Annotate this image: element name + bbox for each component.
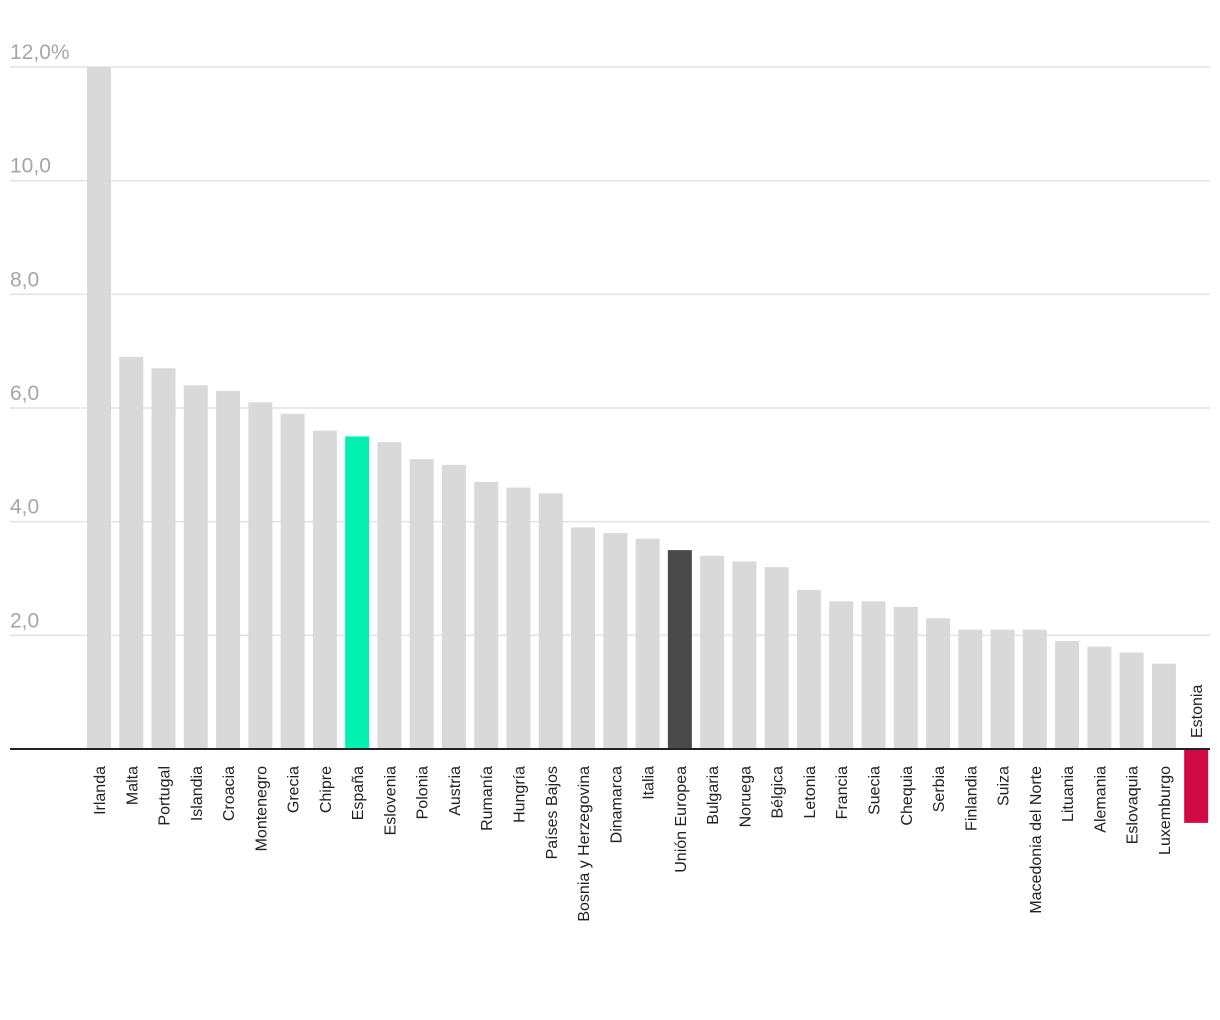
y-tick-label-6: 6,0 xyxy=(10,382,39,405)
category-label-montenegro: Montenegro xyxy=(253,766,270,851)
y-tick-label-4: 4,0 xyxy=(10,496,39,519)
category-label-irlanda: Irlanda xyxy=(92,766,109,815)
category-label-bulgaria: Bulgaria xyxy=(705,766,722,825)
category-label-austria: Austria xyxy=(447,766,464,816)
bar-noruega xyxy=(732,561,757,749)
bar-chequia xyxy=(893,606,918,749)
bar-finlandia xyxy=(958,629,983,749)
category-label-portugal: Portugal xyxy=(157,766,174,826)
category-label-hungria: Hungría xyxy=(512,766,529,823)
bar-portugal xyxy=(151,368,176,749)
bar-islandia xyxy=(183,385,208,749)
y-tick-label-10: 10,0 xyxy=(10,155,51,178)
category-label-luxemburgo: Luxemburgo xyxy=(1157,766,1174,855)
category-label-espana: España xyxy=(350,766,367,820)
bar-estonia xyxy=(1184,749,1209,823)
category-label-belgica: Bélgica xyxy=(770,766,787,819)
bar-bulgaria xyxy=(700,555,725,749)
bar-alemania xyxy=(1087,646,1112,749)
bar-malta xyxy=(119,356,144,749)
bars xyxy=(87,67,1209,823)
category-label-paises-bajos: Países Bajos xyxy=(544,766,561,859)
bar-suiza xyxy=(990,629,1015,749)
bar-eslovenia xyxy=(377,442,402,749)
bar-chipre xyxy=(312,430,337,749)
category-label-estonia: Estonia xyxy=(1189,685,1206,738)
category-label-noruega: Noruega xyxy=(737,766,754,827)
category-label-croacia: Croacia xyxy=(221,766,238,821)
category-label-dinamarca: Dinamarca xyxy=(608,766,625,843)
y-tick-label-8: 8,0 xyxy=(10,268,39,291)
bar-luxemburgo xyxy=(1151,663,1176,749)
bar-eslovaquia xyxy=(1119,652,1144,749)
bar-lituania xyxy=(1055,641,1080,749)
category-label-alemania: Alemania xyxy=(1092,766,1109,833)
category-label-finlandia: Finlandia xyxy=(963,766,980,831)
category-label-suecia: Suecia xyxy=(866,766,883,815)
y-axis-tick-labels: 12,0% 10,0 8,0 6,0 4,0 2,0 xyxy=(10,41,70,632)
category-label-islandia: Islandia xyxy=(189,766,206,821)
bar-hungria xyxy=(506,487,531,749)
category-label-letonia: Letonia xyxy=(802,766,819,819)
category-label-italia: Italia xyxy=(641,766,658,800)
category-labels: Irlanda Malta Portugal Islandia Croacia Monte… xyxy=(92,685,1206,922)
bar-francia xyxy=(829,601,854,749)
category-label-francia: Francia xyxy=(834,766,851,819)
bar-letonia xyxy=(796,589,821,749)
category-label-bosnia-y-herzegovina: Bosnia y Herzegovina xyxy=(576,766,593,922)
bar-bosnia-y-herzegovina xyxy=(571,527,596,749)
category-label-chipre: Chipre xyxy=(318,766,335,813)
category-label-eslovenia: Eslovenia xyxy=(382,766,399,835)
bar-montenegro xyxy=(248,402,273,749)
bar-macedonia-del-norte xyxy=(1022,629,1047,749)
category-label-chequia: Chequia xyxy=(899,766,916,826)
bar-austria xyxy=(441,464,466,749)
bar-belgica xyxy=(764,567,789,749)
category-label-grecia: Grecia xyxy=(286,766,303,813)
category-label-polonia: Polonia xyxy=(415,766,432,819)
bar-dinamarca xyxy=(603,533,628,749)
category-label-suiza: Suiza xyxy=(996,766,1013,806)
bar-union-europea xyxy=(667,550,692,749)
category-label-union-europea: Unión Europea xyxy=(673,766,690,873)
bar-italia xyxy=(635,538,660,749)
bar-croacia xyxy=(216,390,241,749)
category-label-malta: Malta xyxy=(124,766,141,805)
category-label-macedonia-del-norte: Macedonia del Norte xyxy=(1028,766,1045,914)
category-label-rumania: Rumanía xyxy=(479,766,496,831)
bar-polonia xyxy=(409,459,434,749)
y-tick-label-12: 12,0% xyxy=(10,41,70,64)
bar-suecia xyxy=(861,601,886,749)
category-label-eslovaquia: Eslovaquia xyxy=(1125,766,1142,844)
y-tick-label-2: 2,0 xyxy=(10,609,39,632)
bar-espana xyxy=(345,436,370,749)
bar-rumania xyxy=(474,481,499,749)
bar-serbia xyxy=(926,618,951,749)
bar-grecia xyxy=(280,413,305,749)
category-label-lituania: Lituania xyxy=(1060,766,1077,822)
bar-paises-bajos xyxy=(538,493,563,749)
bar-irlanda xyxy=(87,67,111,750)
category-label-serbia: Serbia xyxy=(931,766,948,812)
